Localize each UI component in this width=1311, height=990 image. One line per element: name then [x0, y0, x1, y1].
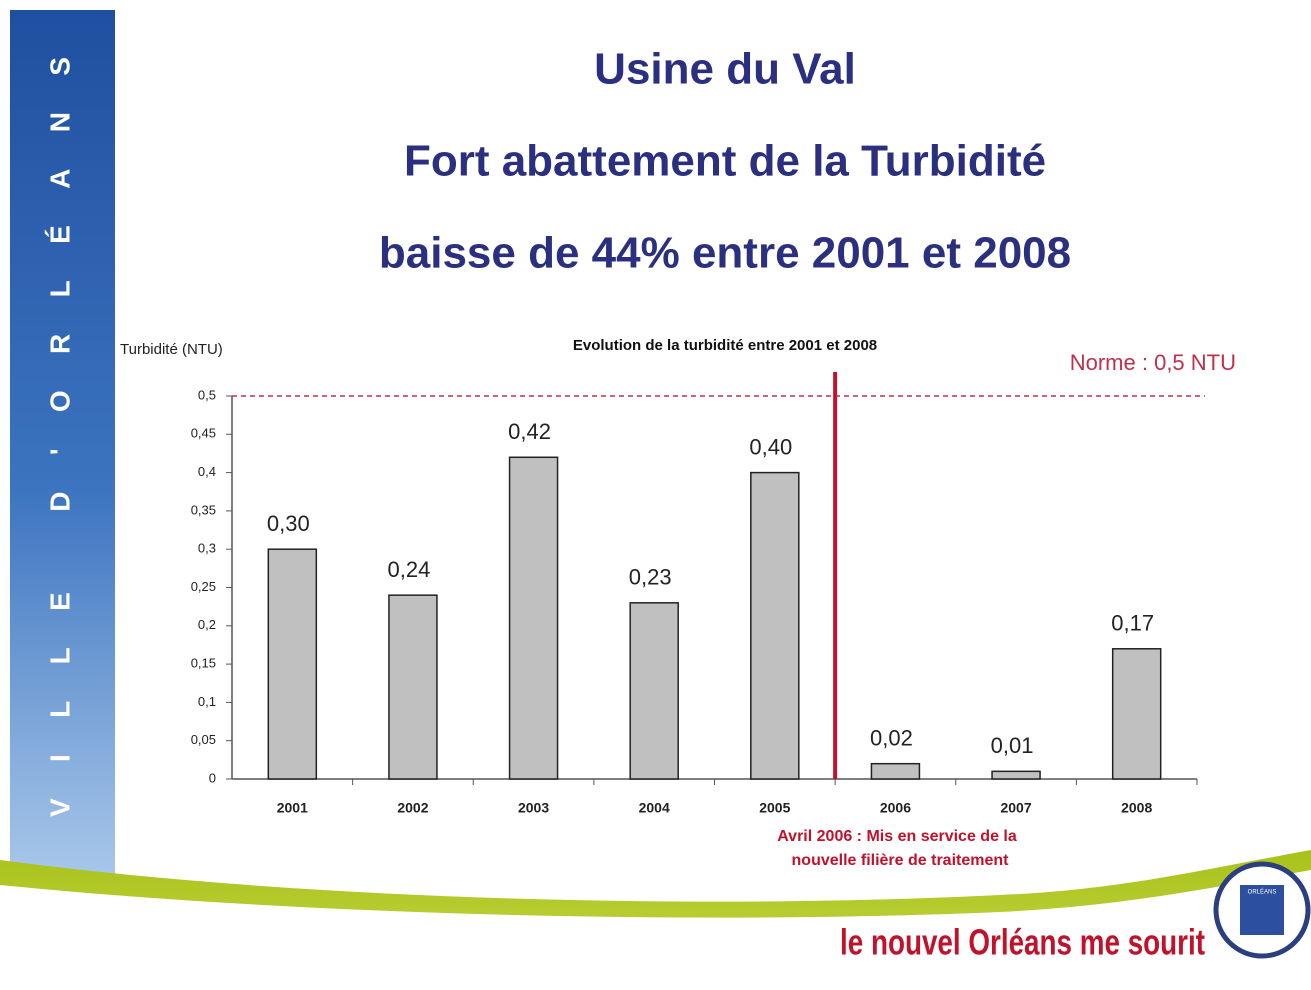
- y-tick-label: 0,15: [191, 656, 216, 671]
- y-tick-label: 0,05: [191, 732, 216, 747]
- annotation: Avril 2006 : Mis en service de la: [777, 828, 1017, 845]
- value-label: 0,24: [388, 557, 431, 582]
- bar: [870, 762, 921, 780]
- x-tick-label: 2001: [277, 800, 308, 816]
- bar: [750, 471, 800, 780]
- title-line: Fort abattement de la Turbidité: [404, 137, 1046, 186]
- y-tick-label: 0,4: [198, 464, 216, 479]
- value-label: 0,02: [870, 725, 913, 750]
- value-label: 0,01: [991, 733, 1034, 758]
- value-label: 0,30: [267, 511, 310, 536]
- y-tick-label: 0,2: [198, 617, 216, 632]
- logo-shield: [1240, 885, 1284, 935]
- y-tick-label: 0,45: [191, 426, 216, 441]
- y-tick-label: 0,1: [198, 694, 216, 709]
- bar: [629, 602, 679, 780]
- norm-label: Norme : 0,5 NTU: [1070, 350, 1236, 375]
- bar: [267, 548, 318, 780]
- x-tick-label: 2007: [1000, 800, 1031, 816]
- x-tick-label: 2006: [880, 800, 911, 816]
- bar: [388, 594, 438, 780]
- x-tick-label: 2008: [1121, 800, 1152, 816]
- title-line: Usine du Val: [594, 45, 856, 94]
- y-axis-label: Turbidité (NTU): [120, 341, 223, 358]
- y-tick-label: 0,25: [191, 579, 216, 594]
- bar: [991, 770, 1041, 780]
- chart-title: Evolution de la turbidité entre 2001 et …: [573, 337, 877, 354]
- annotation: nouvelle filière de traitement: [792, 852, 1010, 869]
- x-tick-label: 2005: [759, 800, 790, 816]
- y-tick-label: 0,3: [198, 541, 216, 556]
- value-label: 0,40: [749, 434, 792, 459]
- y-tick-label: 0: [209, 770, 216, 785]
- value-label: 0,42: [508, 419, 551, 444]
- bar: [508, 456, 559, 780]
- title-line: baisse de 44% entre 2001 et 2008: [379, 229, 1071, 278]
- x-tick-label: 2002: [397, 800, 428, 816]
- y-tick-label: 0,35: [191, 502, 216, 517]
- slogan: le nouvel Orléans me sourit: [840, 922, 1205, 963]
- x-tick-label: 2003: [518, 800, 549, 816]
- logo-text: ORLÉANS: [1248, 889, 1277, 896]
- value-label: 0,23: [629, 565, 672, 590]
- value-label: 0,17: [1111, 611, 1154, 636]
- y-tick-label: 0,5: [198, 387, 216, 402]
- bar: [1111, 648, 1162, 780]
- footer-inner: [0, 870, 1311, 990]
- sidebar: [10, 10, 115, 880]
- x-tick-label: 2004: [639, 800, 670, 816]
